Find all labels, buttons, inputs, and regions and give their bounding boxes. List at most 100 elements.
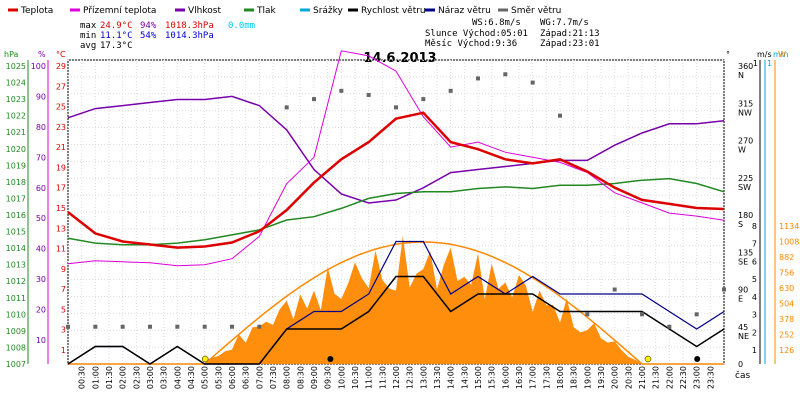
time-tick: 09:30 xyxy=(324,366,333,389)
wind-direction-marker xyxy=(175,324,180,329)
temp-tick: 25 xyxy=(56,103,66,112)
legend-label-0: Teplota xyxy=(20,6,53,16)
time-tick: 21:30 xyxy=(652,366,661,389)
wind-direction-marker xyxy=(312,97,316,102)
legend-label-5: Rychlost větru xyxy=(361,6,426,16)
stat-max-label: max xyxy=(80,21,97,31)
time-tick: 20:30 xyxy=(624,366,633,389)
time-tick: 09:00 xyxy=(310,366,319,389)
dir-tick: 315 xyxy=(738,99,753,108)
time-tick: 16:30 xyxy=(515,366,524,389)
ms-top: 1 xyxy=(753,59,758,68)
w-tick: 1008 xyxy=(779,238,799,247)
time-tick: 02:00 xyxy=(119,366,128,389)
hpa-tick: 1017 xyxy=(6,194,26,203)
temp-tick: 15 xyxy=(56,204,66,213)
stat-max-hum: 94% xyxy=(140,21,157,31)
time-tick: 04:00 xyxy=(173,366,182,389)
hpa-tick: 1007 xyxy=(6,360,26,369)
temp-tick: 9 xyxy=(61,265,66,274)
series-humidity xyxy=(67,95,725,204)
stat-moon: Měsíc Východ:9:36 xyxy=(425,39,517,49)
hpa-tick: 1016 xyxy=(6,211,26,220)
time-tick: 07:30 xyxy=(269,366,278,389)
dir-tick: 225 xyxy=(738,174,753,183)
time-tick: 05:30 xyxy=(214,366,223,389)
pct-tick: 40 xyxy=(36,245,46,254)
w-tick: 126 xyxy=(779,346,794,355)
dir-tick: 0 xyxy=(738,360,743,369)
ms-tick: 7 xyxy=(752,240,757,249)
time-tick: 01:30 xyxy=(105,366,114,389)
hpa-tick: 1025 xyxy=(6,62,26,71)
temp-tick: 11 xyxy=(56,245,66,254)
pct-tick: 30 xyxy=(36,275,46,284)
hpa-tick: 1023 xyxy=(6,95,26,104)
stat-moon-set: Západ:23:01 xyxy=(540,39,600,49)
w-tick: 882 xyxy=(779,253,794,262)
moonset-marker xyxy=(694,356,701,362)
solar-theoretical-curve xyxy=(68,241,724,365)
temp-tick: 27 xyxy=(56,82,66,91)
time-tick: 21:00 xyxy=(638,366,647,389)
legend-label-3: Tlak xyxy=(256,6,277,16)
temp-tick: 19 xyxy=(56,163,66,172)
wind-direction-marker xyxy=(421,97,426,102)
chart-title: 14.6.2013 xyxy=(363,51,436,66)
time-tick: 20:00 xyxy=(611,366,620,389)
ms-tick: 6 xyxy=(752,257,757,266)
wind-direction-marker xyxy=(640,312,644,317)
wind-direction-marker xyxy=(202,324,207,329)
temp-tick: 1 xyxy=(61,346,66,355)
pct-unit: % xyxy=(38,50,46,59)
wind-direction-marker xyxy=(448,88,453,93)
wind-direction-marker xyxy=(476,76,480,81)
time-tick: 23:00 xyxy=(693,366,702,389)
stat-max-press: 1018.3hPa xyxy=(165,21,214,31)
pct-tick: 80 xyxy=(36,123,46,132)
legend-label-2: Vlhkost xyxy=(188,6,221,16)
pct-tick: 70 xyxy=(36,153,46,162)
hpa-tick: 1010 xyxy=(6,310,26,319)
temp-tick: 29 xyxy=(56,62,66,71)
time-tick: 06:00 xyxy=(228,366,237,389)
time-tick: 05:00 xyxy=(201,366,210,389)
time-tick: 10:00 xyxy=(337,366,346,389)
mm-top: 1 xyxy=(767,59,772,68)
dir-label: W xyxy=(738,146,746,155)
time-tick: 13:00 xyxy=(419,366,428,389)
time-tick: 22:30 xyxy=(679,366,688,389)
time-tick: 15:00 xyxy=(474,366,483,389)
time-tick: 06:30 xyxy=(242,366,251,389)
dir-tick: 360 xyxy=(738,62,753,71)
time-tick: 10:30 xyxy=(351,366,360,389)
hpa-unit: hPa xyxy=(4,50,19,59)
x-axis-label: čas xyxy=(735,370,750,381)
wind-direction-marker xyxy=(230,324,234,329)
wind-direction-marker xyxy=(394,105,398,110)
time-tick: 04:30 xyxy=(187,366,196,389)
time-tick: 02:30 xyxy=(132,366,141,389)
temp-tick: 13 xyxy=(56,224,66,233)
ms-tick: 4 xyxy=(752,293,757,302)
dir-label: N xyxy=(738,71,744,80)
temp-tick: 23 xyxy=(56,123,66,132)
series-pressure xyxy=(67,177,725,246)
hpa-tick: 1009 xyxy=(6,327,26,336)
temp-tick: 5 xyxy=(61,305,66,314)
time-tick: 08:30 xyxy=(296,366,305,389)
hpa-tick: 1014 xyxy=(6,244,26,253)
stat-max-temp: 24.9°C xyxy=(100,21,133,31)
plot-area xyxy=(66,50,726,365)
stat-ws: WS:6.8m/s xyxy=(472,18,521,28)
time-tick: 13:30 xyxy=(433,366,442,389)
w-tick: 504 xyxy=(779,300,794,309)
time-tick: 03:30 xyxy=(160,366,169,389)
pct-tick: 10 xyxy=(36,336,46,345)
pct-tick: 20 xyxy=(36,306,46,315)
wind-direction-marker xyxy=(148,324,152,329)
dir-label: S xyxy=(738,220,743,229)
wind-direction-marker xyxy=(667,324,672,329)
stat-max-rain: 0.0mm xyxy=(228,21,255,31)
series-ground-temp xyxy=(67,50,725,267)
